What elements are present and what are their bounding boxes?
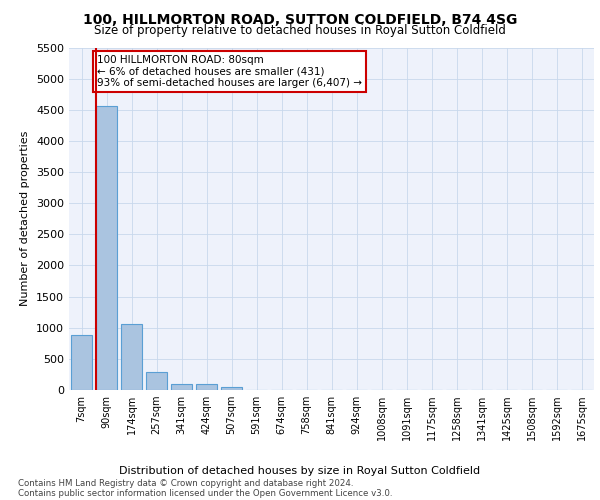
Bar [196,384,217,390]
Text: Size of property relative to detached houses in Royal Sutton Coldfield: Size of property relative to detached ho… [94,24,506,37]
Text: Distribution of detached houses by size in Royal Sutton Coldfield: Distribution of detached houses by size … [119,466,481,476]
Text: Contains HM Land Registry data © Crown copyright and database right 2024.: Contains HM Land Registry data © Crown c… [18,479,353,488]
Bar [171,384,192,390]
Text: Contains public sector information licensed under the Open Government Licence v3: Contains public sector information licen… [18,489,392,498]
Bar [96,106,117,390]
Bar [71,335,92,390]
Bar [146,372,167,390]
Bar [221,387,242,390]
Text: 100, HILLMORTON ROAD, SUTTON COLDFIELD, B74 4SG: 100, HILLMORTON ROAD, SUTTON COLDFIELD, … [83,13,517,27]
Text: 100 HILLMORTON ROAD: 80sqm
← 6% of detached houses are smaller (431)
93% of semi: 100 HILLMORTON ROAD: 80sqm ← 6% of detac… [97,55,362,88]
Bar [121,324,142,390]
Y-axis label: Number of detached properties: Number of detached properties [20,131,31,306]
